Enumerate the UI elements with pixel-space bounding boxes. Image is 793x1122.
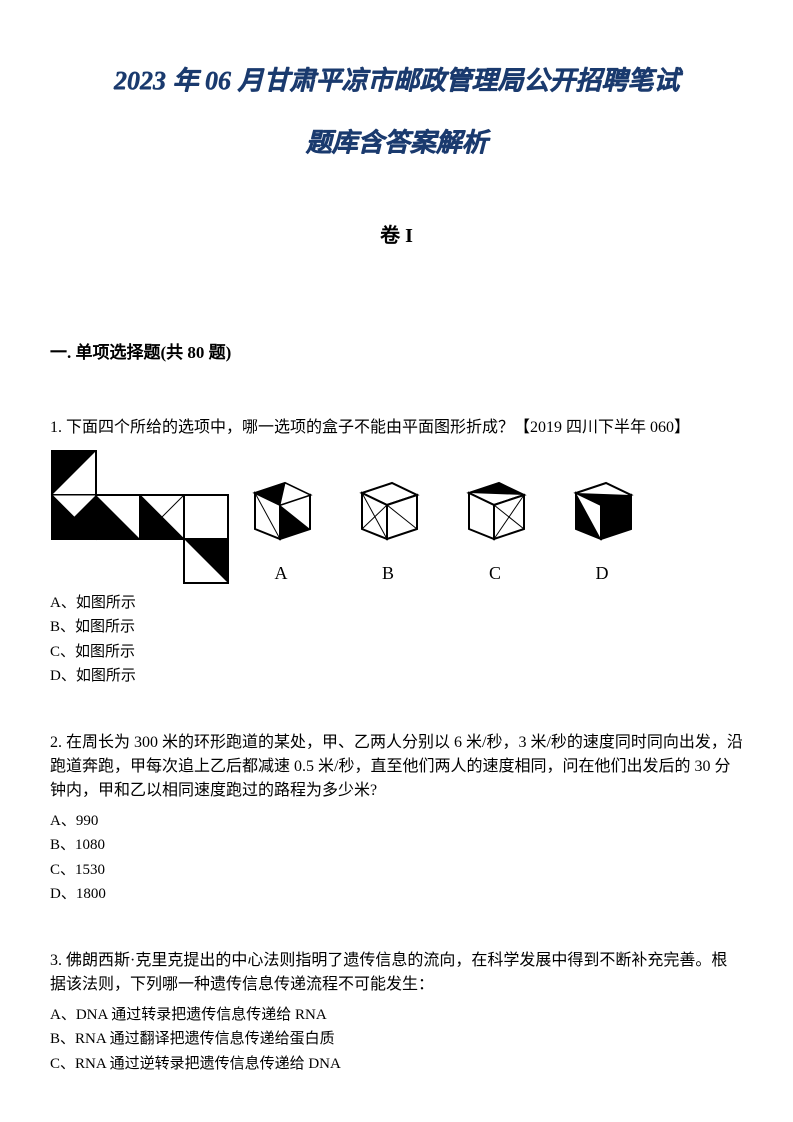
- q1-option-b: B、如图所示: [50, 616, 743, 639]
- q3-option-b: B、RNA 通过翻译把遗传信息传递给蛋白质: [50, 1028, 743, 1051]
- question-1: 1. 下面四个所给的选项中，哪一选项的盒子不能由平面图形折成？【2019 四川下…: [50, 413, 743, 688]
- document-title-line1: 2023 年 06 月甘肃平凉市邮政管理局公开招聘笔试: [50, 60, 743, 102]
- question-2-text: 2. 在周长为 300 米的环形跑道的某处，甲、乙两人分别以 6 米/秒，3 米…: [50, 728, 743, 800]
- cube-options: A B: [245, 473, 638, 584]
- q1-option-d: D、如图所示: [50, 665, 743, 688]
- question-2: 2. 在周长为 300 米的环形跑道的某处，甲、乙两人分别以 6 米/秒，3 米…: [50, 728, 743, 906]
- q2-option-d: D、1800: [50, 883, 743, 906]
- question-3-text: 3. 佛朗西斯·克里克提出的中心法则指明了遗传信息的流向，在科学发展中得到不断补…: [50, 946, 743, 994]
- q2-option-b: B、1080: [50, 834, 743, 857]
- cube-c-label: C: [459, 563, 531, 584]
- q1-option-c: C、如图所示: [50, 641, 743, 664]
- cube-a-label: A: [245, 563, 317, 584]
- unfold-net: [50, 449, 215, 584]
- question-3-options: A、DNA 通过转录把遗传信息传递给 RNA B、RNA 通过翻译把遗传信息传递…: [50, 1004, 743, 1076]
- volume-label: 卷 I: [50, 219, 743, 248]
- question-1-options: A、如图所示 B、如图所示 C、如图所示 D、如图所示: [50, 592, 743, 688]
- cube-d-label: D: [566, 563, 638, 584]
- cube-a: A: [245, 473, 317, 584]
- q3-option-c: C、RNA 通过逆转录把遗传信息传递给 DNA: [50, 1053, 743, 1076]
- cube-b-label: B: [352, 563, 424, 584]
- question-2-options: A、990 B、1080 C、1530 D、1800: [50, 810, 743, 906]
- q1-option-a: A、如图所示: [50, 592, 743, 615]
- cube-d: D: [566, 473, 638, 584]
- section-header: 一. 单项选择题(共 80 题): [50, 338, 743, 363]
- question-1-figure: A B: [50, 449, 743, 584]
- question-1-text: 1. 下面四个所给的选项中，哪一选项的盒子不能由平面图形折成？【2019 四川下…: [50, 413, 743, 437]
- q2-option-c: C、1530: [50, 859, 743, 882]
- q2-option-a: A、990: [50, 810, 743, 833]
- document-title-line2: 题库含答案解析: [50, 122, 743, 159]
- question-3: 3. 佛朗西斯·克里克提出的中心法则指明了遗传信息的流向，在科学发展中得到不断补…: [50, 946, 743, 1076]
- cube-c: C: [459, 473, 531, 584]
- cube-b: B: [352, 473, 424, 584]
- q3-option-a: A、DNA 通过转录把遗传信息传递给 RNA: [50, 1004, 743, 1027]
